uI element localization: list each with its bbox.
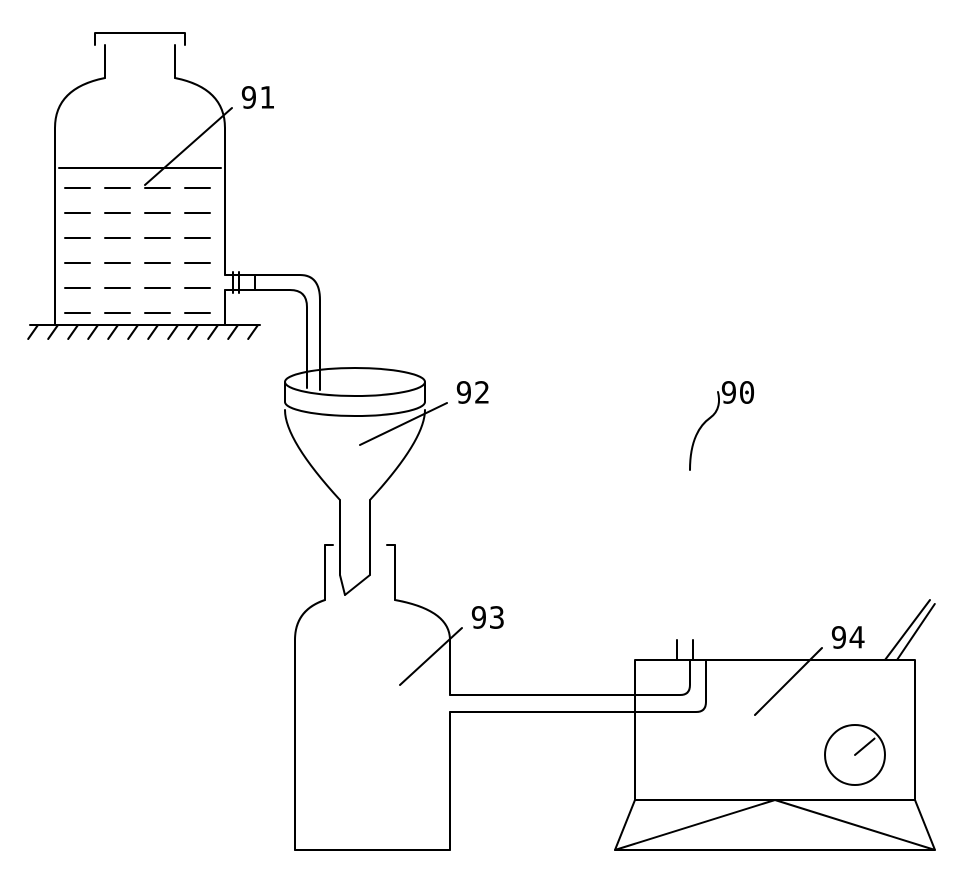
leader-assembly — [690, 392, 719, 470]
label-90-assembly: 90 — [720, 377, 756, 412]
leader-funnel — [360, 403, 447, 445]
label-93-flask: 93 — [470, 602, 506, 637]
leader-bottle — [145, 108, 232, 185]
label-94-pump: 94 — [830, 622, 866, 657]
leader-flask — [400, 628, 462, 685]
label-91-bottle: 91 — [240, 82, 276, 117]
label-92-funnel: 92 — [455, 377, 491, 412]
leader-pump — [755, 648, 822, 715]
